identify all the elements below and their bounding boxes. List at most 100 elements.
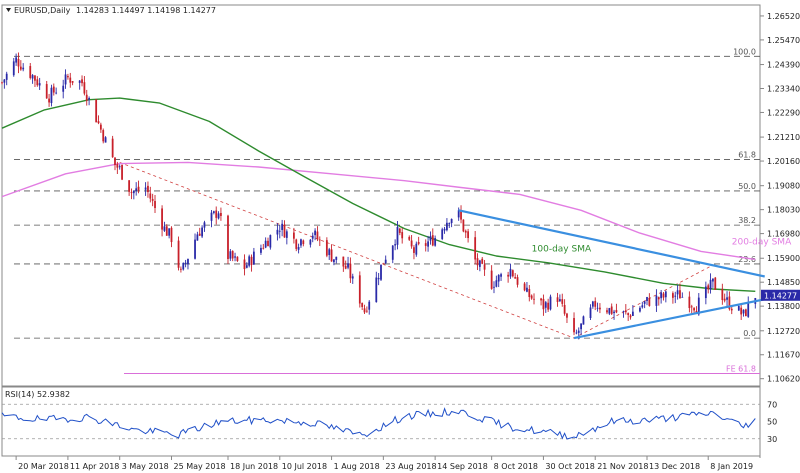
candle-body	[747, 302, 750, 317]
candle-body	[533, 298, 535, 300]
candle-body	[316, 231, 319, 240]
candle-body	[168, 228, 171, 236]
rsi-line-path	[1, 407, 756, 440]
candle-body	[260, 247, 262, 253]
candle-body	[721, 288, 724, 301]
candle-body	[384, 259, 387, 264]
candle-body	[302, 240, 305, 245]
candle-body	[681, 296, 684, 298]
candle-body	[137, 186, 140, 191]
sma200-line	[1, 161, 756, 261]
sma200-label: 200-day SMA	[732, 238, 792, 248]
candle-body	[267, 240, 269, 247]
candle-body	[648, 297, 651, 306]
symbol-label: EURUSD,Daily	[14, 6, 71, 15]
time-tick-label: 11 Apr 2018	[70, 462, 119, 471]
candle-body	[229, 251, 232, 259]
candle-body	[476, 258, 479, 266]
candle-body	[660, 292, 663, 299]
candle-body	[401, 232, 404, 239]
candle-body	[580, 323, 582, 330]
time-tick-label: 13 Dec 2018	[649, 462, 700, 471]
candle-body	[446, 222, 448, 231]
candle-body	[481, 258, 484, 264]
time-tick-label: 20 Mar 2018	[18, 462, 69, 471]
candle-body	[714, 277, 717, 290]
fib-label: 61.8	[738, 150, 756, 159]
price-tick-label: 1.24390	[767, 61, 800, 70]
candle-body	[676, 290, 679, 295]
candle-body	[408, 236, 411, 240]
candle-body	[396, 226, 399, 245]
candle-body	[283, 224, 286, 238]
candle-body	[163, 226, 166, 231]
dropdown-icon[interactable]	[6, 8, 11, 12]
candle-body	[248, 256, 251, 266]
candle-body	[342, 256, 345, 267]
candle-body	[203, 222, 206, 228]
candle-body	[328, 249, 331, 255]
candle-body	[608, 308, 611, 314]
candle-body	[415, 243, 418, 255]
rsi-tick-label: 70	[767, 400, 777, 409]
candle-body	[599, 307, 601, 310]
candle-body	[116, 164, 119, 168]
candle-body	[177, 240, 180, 268]
trendline	[458, 209, 765, 278]
candle-body	[12, 61, 15, 76]
candle-body	[281, 223, 284, 230]
candle-body	[64, 74, 67, 85]
candle-body	[712, 278, 714, 282]
candle-body	[358, 275, 361, 304]
price-tick-label: 1.21210	[767, 133, 800, 142]
candle-body	[573, 318, 575, 333]
candle-body	[368, 301, 371, 310]
candle-body	[335, 256, 338, 260]
candle-body	[132, 190, 135, 194]
candle-body	[15, 57, 18, 63]
candle-body	[544, 302, 547, 308]
candle-body	[285, 231, 288, 238]
candle-body	[347, 263, 349, 268]
time-tick-label: 30 Oct 2018	[545, 462, 594, 471]
price-tick-label: 1.11670	[767, 351, 800, 360]
candle-body	[250, 256, 253, 265]
candle-body	[424, 243, 427, 246]
candle-body	[220, 212, 222, 216]
rsi-tick-label: 30	[767, 435, 777, 444]
candle-body	[497, 275, 500, 282]
candle-body	[516, 277, 519, 285]
candle-body	[135, 188, 138, 191]
candle-body	[276, 229, 279, 235]
candle-body	[1, 82, 3, 84]
candle-body	[394, 244, 397, 246]
candle-body	[194, 239, 196, 259]
candle-body	[740, 307, 743, 315]
time-tick-label: 18 Jun 2018	[230, 462, 278, 471]
candle-body	[212, 211, 215, 213]
time-tick-label: 1 Aug 2018	[334, 462, 380, 471]
candle-body	[556, 297, 559, 302]
ohlc-label: 1.14283 1.14497 1.14198 1.14277	[76, 6, 216, 15]
candle-body	[262, 247, 265, 249]
candle-body	[187, 258, 189, 265]
candle-body	[646, 297, 648, 301]
candle-body	[151, 198, 154, 201]
candle-body	[144, 187, 147, 190]
candle-body	[217, 213, 220, 219]
time-tick-label: 8 Jan 2019	[710, 462, 753, 471]
candle-body	[542, 298, 545, 310]
candle-body	[17, 58, 20, 67]
price-tick-label: 1.14850	[767, 278, 800, 287]
candle-body	[655, 295, 658, 306]
candle-body	[591, 301, 594, 307]
candle-body	[627, 313, 630, 315]
candle-body	[154, 201, 156, 209]
candle-body	[375, 277, 378, 303]
time-axis: 20 Mar 2018 11 Apr 2018 3 May 2018 25 May 2…	[15, 456, 753, 471]
rsi-tick-label: 50	[767, 418, 777, 427]
price-tick-label: 1.15900	[767, 254, 800, 263]
candle-body	[559, 299, 561, 302]
candle-body	[81, 79, 83, 84]
